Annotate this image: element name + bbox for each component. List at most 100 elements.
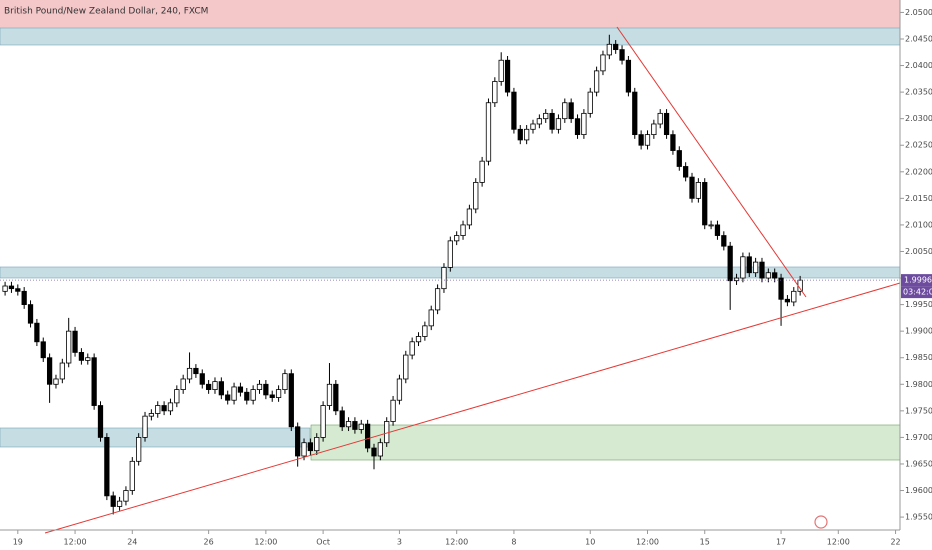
candle-body <box>193 367 199 375</box>
candle-body <box>555 118 562 130</box>
candle-body <box>765 272 771 279</box>
candle-body <box>415 336 422 343</box>
candle-body <box>142 415 148 438</box>
logo-icon <box>814 515 828 529</box>
x-tick-label: 3 <box>397 538 402 547</box>
candle-body <box>651 123 657 136</box>
x-tick-label: 15 <box>700 538 710 547</box>
candle-body <box>403 354 409 380</box>
candle-body <box>581 112 587 136</box>
candle-body <box>784 298 791 303</box>
candle-body <box>333 383 339 412</box>
candle-body <box>708 224 714 227</box>
candle-body <box>485 102 492 162</box>
resistance-band <box>0 27 901 46</box>
candle-body <box>733 277 740 282</box>
candle-body <box>27 304 34 324</box>
candle-body <box>148 413 155 417</box>
y-tick-label: 1.95500 <box>905 513 932 522</box>
candle-body <box>91 357 97 406</box>
candle-body <box>358 423 364 430</box>
candle-body <box>136 437 142 462</box>
candle-body <box>562 102 568 120</box>
y-tick-label: 1.96500 <box>905 459 932 468</box>
countdown-label: 03:42:07 <box>903 288 932 297</box>
y-tick-label: 1.99500 <box>905 300 932 309</box>
candle-body <box>21 290 27 306</box>
candle-body <box>772 272 778 279</box>
y-tick-label: 1.97000 <box>905 433 932 442</box>
y-tick-label: 2.00500 <box>905 247 932 256</box>
candle-body <box>466 208 473 226</box>
candle-body <box>689 176 695 199</box>
x-tick-label: 12:00 <box>636 538 659 547</box>
candle-body <box>593 70 600 93</box>
candle-body <box>441 267 447 290</box>
y-tick-label: 2.02500 <box>905 141 932 150</box>
x-tick-label: Oct <box>316 538 330 547</box>
candle-body <box>511 91 517 130</box>
x-tick-label: 26 <box>204 538 214 547</box>
candle-body <box>78 352 85 361</box>
candle-body <box>473 182 479 210</box>
candle-body <box>504 59 511 93</box>
candle-body <box>460 224 466 236</box>
candle-body <box>587 91 593 114</box>
last-price-box <box>901 274 932 287</box>
candle-body <box>288 373 294 428</box>
candle-body <box>46 357 53 385</box>
candle-body <box>377 442 383 457</box>
support-band <box>0 427 311 448</box>
candle-body <box>663 112 670 136</box>
candle-body <box>59 362 65 380</box>
y-tick-label: 2.01000 <box>905 220 932 229</box>
candle-body <box>104 437 110 497</box>
candle-body <box>727 245 733 282</box>
candle-body <box>657 112 663 125</box>
candle-body <box>15 288 21 292</box>
candle-body <box>492 81 498 104</box>
candle-body <box>339 410 345 428</box>
candle-body <box>66 330 72 364</box>
candle-body <box>530 123 536 130</box>
candle-body <box>250 389 256 401</box>
candle-body <box>606 43 612 56</box>
candle-body <box>396 378 403 401</box>
last-price-label: 1.99961 <box>904 276 932 285</box>
candle-body <box>479 160 485 183</box>
candle-body <box>543 112 549 120</box>
candle-body <box>72 330 78 353</box>
candle-body <box>638 134 644 146</box>
candle-body <box>695 182 702 199</box>
drawings <box>0 0 901 461</box>
candle-body <box>263 383 269 396</box>
candle-body <box>434 288 441 311</box>
support-zone <box>310 424 901 461</box>
candle-body <box>702 182 708 226</box>
rising-trendline <box>44 282 901 534</box>
y-tick-label: 1.96000 <box>905 486 932 495</box>
candle-body <box>34 322 40 343</box>
y-tick-label: 2.03000 <box>905 114 932 123</box>
chart-title: British Pound/New Zealand Dollar, 240, F… <box>4 7 208 17</box>
candle-body <box>282 373 288 390</box>
candle-body <box>759 261 765 279</box>
candle-body <box>314 437 320 452</box>
candle-body <box>237 386 244 393</box>
candle-body <box>428 309 434 327</box>
y-tick-label: 1.98500 <box>905 353 932 362</box>
candle-body <box>269 394 275 398</box>
candle-body <box>307 442 314 452</box>
x-tick-label: 22 <box>890 538 900 547</box>
candle-body <box>352 421 358 430</box>
candle-body <box>454 235 460 242</box>
candle-body <box>129 460 135 491</box>
candle-body <box>40 341 46 359</box>
candle-body <box>2 285 8 292</box>
candle-body <box>632 91 638 136</box>
candle-body <box>85 357 91 361</box>
candle-body <box>180 378 186 390</box>
countdown-box <box>901 286 932 299</box>
